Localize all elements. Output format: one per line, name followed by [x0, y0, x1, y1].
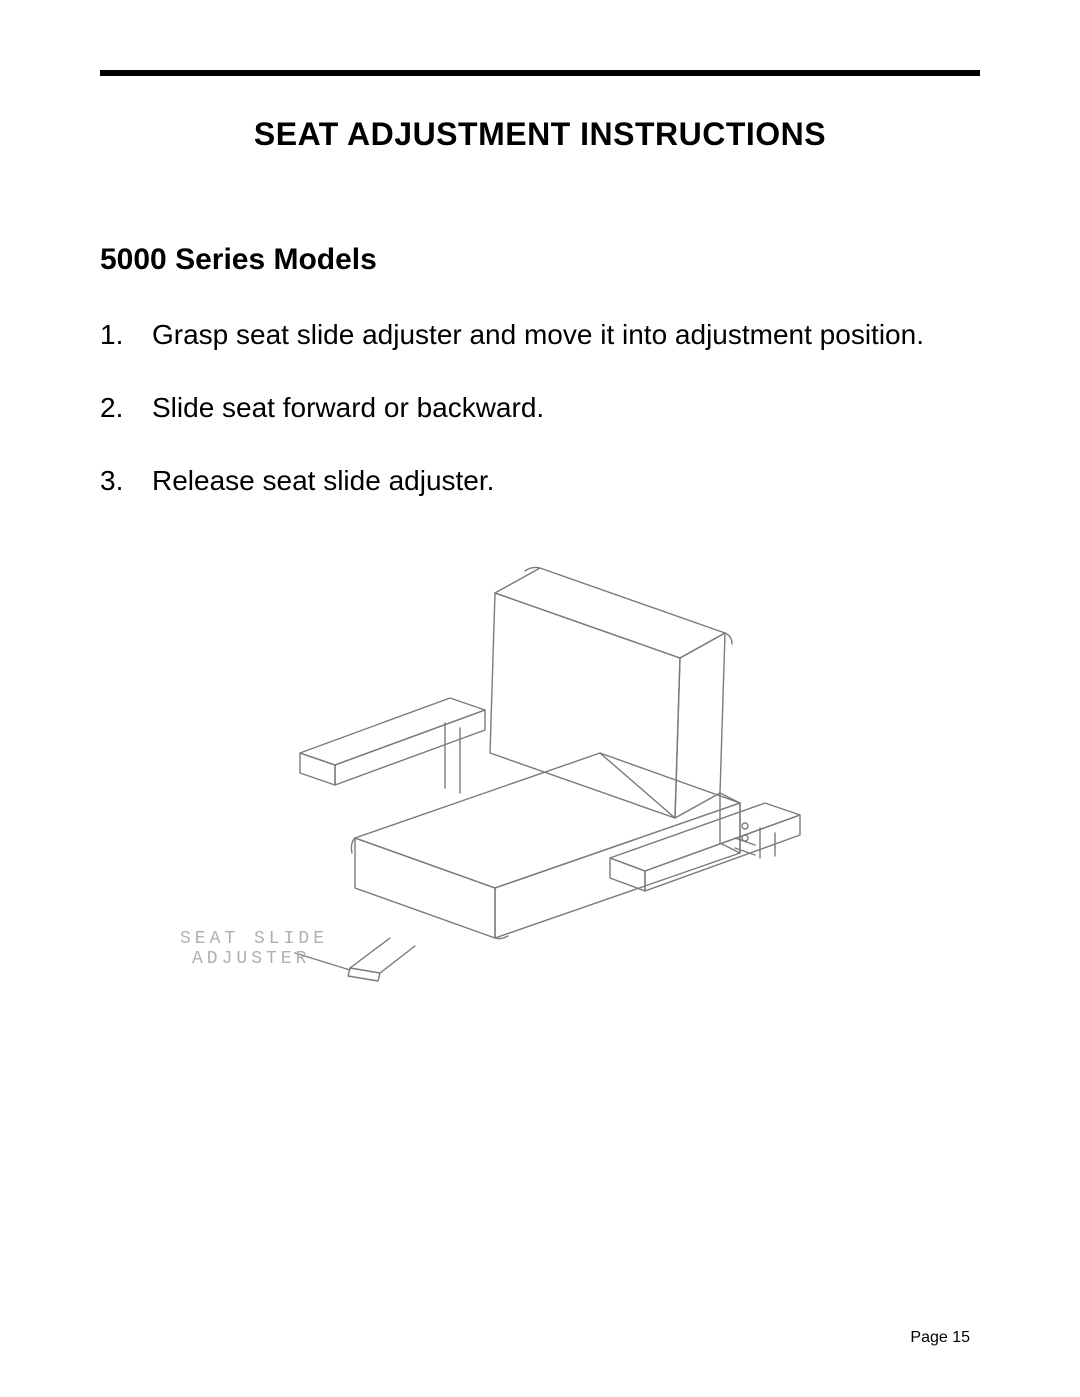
instruction-list: Grasp seat slide adjuster and move it in…	[100, 317, 980, 498]
instruction-step: Slide seat forward or backward.	[100, 390, 980, 425]
seat-figure: SEAT SLIDE ADJUSTER	[100, 538, 980, 1013]
section-subtitle: 5000 Series Models	[100, 243, 980, 277]
document-page: SEAT ADJUSTMENT INSTRUCTIONS 5000 Series…	[0, 0, 1080, 1397]
instruction-step: Release seat slide adjuster.	[100, 463, 980, 498]
page-number: Page 15	[910, 1329, 970, 1347]
top-rule	[100, 70, 980, 76]
figure-label-line1: SEAT SLIDE	[180, 929, 328, 949]
page-title: SEAT ADJUSTMENT INSTRUCTIONS	[100, 116, 980, 153]
seat-diagram-svg: SEAT SLIDE ADJUSTER	[180, 538, 900, 1008]
instruction-step: Grasp seat slide adjuster and move it in…	[100, 317, 980, 352]
figure-label-line2: ADJUSTER	[192, 949, 310, 969]
